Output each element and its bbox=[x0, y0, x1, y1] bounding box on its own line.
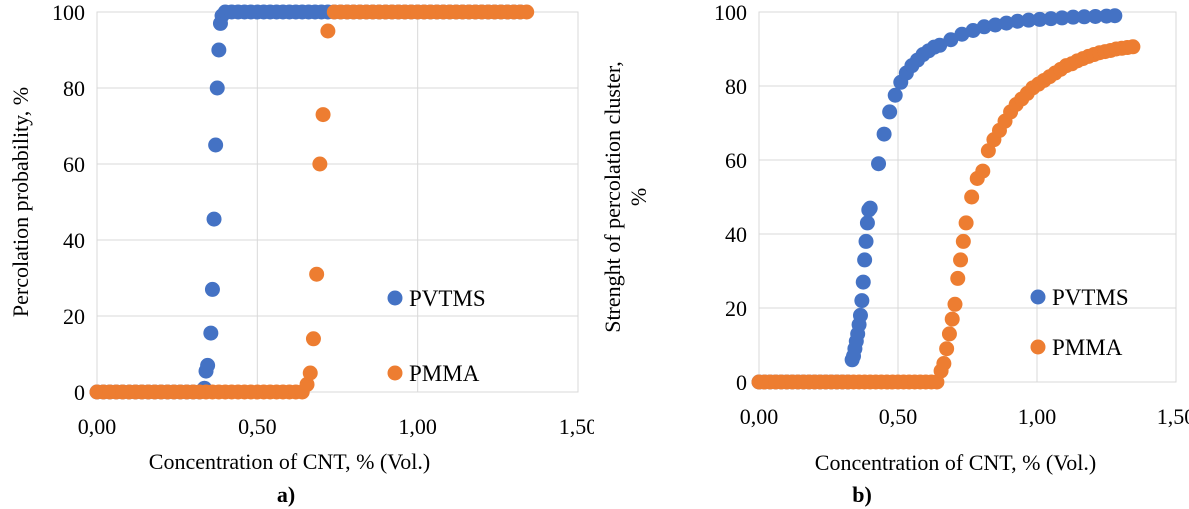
data-point bbox=[958, 215, 974, 231]
data-point bbox=[315, 107, 331, 123]
x-tick-label: 0,50 bbox=[238, 414, 277, 439]
legend: PVTMS PMMA bbox=[1030, 285, 1129, 360]
data-point bbox=[203, 325, 219, 341]
y-tick-label: 0 bbox=[74, 380, 85, 405]
data-point bbox=[519, 4, 535, 20]
data-point bbox=[976, 19, 992, 35]
data-point bbox=[204, 281, 220, 297]
y-axis-label: Percolation probability, % bbox=[8, 87, 33, 317]
legend-marker bbox=[387, 290, 403, 306]
legend-label: PMMA bbox=[1052, 335, 1123, 360]
data-point bbox=[309, 266, 325, 282]
x-tick-label: 1,50 bbox=[559, 414, 594, 439]
legend: PVTMS PMMA bbox=[387, 286, 486, 386]
data-point bbox=[1043, 11, 1059, 27]
x-tick-label: 1,00 bbox=[398, 414, 437, 439]
data-point bbox=[1065, 9, 1081, 25]
data-point bbox=[964, 189, 980, 205]
data-point bbox=[1054, 10, 1070, 26]
data-point bbox=[1087, 8, 1103, 24]
data-point bbox=[299, 376, 315, 392]
data-point bbox=[876, 126, 892, 142]
data-point bbox=[998, 15, 1014, 31]
data-point bbox=[947, 296, 963, 312]
y-tick-label: 40 bbox=[63, 228, 85, 253]
data-point bbox=[944, 311, 960, 327]
chart-panel-b: 0 20 40 60 80 100 0,00 0,50 1,00 1,50 PVTMS PMMA Con… bbox=[594, 0, 1189, 509]
data-point bbox=[941, 326, 957, 342]
data-point bbox=[852, 307, 868, 323]
legend-label: PVTMS bbox=[409, 286, 486, 311]
legend-marker bbox=[387, 365, 403, 381]
legend-label: PVTMS bbox=[1052, 285, 1129, 310]
data-point bbox=[1125, 39, 1141, 55]
data-point bbox=[975, 163, 991, 179]
data-point bbox=[1032, 11, 1048, 27]
y-tick-label: 0 bbox=[736, 370, 747, 395]
data-point bbox=[1076, 9, 1092, 25]
x-tick-label: 0,00 bbox=[78, 414, 117, 439]
data-point bbox=[312, 156, 328, 172]
data-point bbox=[887, 87, 903, 103]
data-point bbox=[980, 143, 996, 159]
data-point bbox=[302, 365, 318, 381]
panel-caption: b) bbox=[852, 482, 872, 507]
y-tick-label: 100 bbox=[714, 0, 747, 25]
data-point bbox=[855, 274, 871, 290]
data-point bbox=[936, 356, 952, 371]
panel-caption: a) bbox=[277, 482, 295, 507]
series-pmma bbox=[751, 39, 1141, 390]
y-tick-label: 80 bbox=[63, 76, 85, 101]
chart-panel-a: 0 20 40 60 80 100 0,00 0,50 1,00 1,50 PVTMS PMMA Con… bbox=[0, 0, 594, 509]
data-point bbox=[208, 137, 224, 153]
data-point bbox=[1107, 8, 1123, 24]
data-point bbox=[1010, 13, 1026, 29]
data-point bbox=[943, 32, 959, 48]
data-point bbox=[871, 156, 887, 172]
legend-marker bbox=[1030, 289, 1046, 305]
data-point bbox=[939, 341, 955, 357]
data-point bbox=[882, 104, 898, 120]
percolation-strength-chart: 0 20 40 60 80 100 0,00 0,50 1,00 1,50 PVTMS PMMA Con… bbox=[600, 0, 1189, 507]
legend-marker bbox=[1030, 339, 1046, 355]
data-point bbox=[1021, 12, 1037, 28]
data-point bbox=[200, 357, 216, 373]
data-point bbox=[320, 23, 336, 39]
y-axis-label: Strenght of percolation cluster, bbox=[600, 61, 625, 333]
data-point bbox=[862, 200, 878, 216]
y-tick-label: 60 bbox=[63, 152, 85, 177]
x-tick-label: 0,50 bbox=[879, 404, 918, 429]
data-point bbox=[206, 211, 222, 227]
data-point bbox=[859, 215, 875, 231]
data-point bbox=[857, 252, 873, 268]
data-point bbox=[211, 42, 227, 58]
data-point bbox=[953, 252, 969, 268]
data-point bbox=[987, 17, 1003, 33]
series-pmma bbox=[89, 4, 535, 400]
data-point bbox=[932, 37, 948, 53]
y-tick-label: 20 bbox=[725, 296, 747, 321]
x-tick-label: 0,00 bbox=[740, 404, 779, 429]
x-axis-label: Concentration of CNT, % (Vol.) bbox=[149, 449, 430, 474]
x-axis-label: Concentration of CNT, % (Vol.) bbox=[815, 450, 1096, 475]
data-point bbox=[305, 331, 321, 347]
legend-label: PMMA bbox=[409, 361, 480, 386]
y-tick-label: 100 bbox=[52, 0, 85, 25]
plot-area bbox=[96, 11, 579, 393]
data-point bbox=[209, 80, 225, 96]
data-point bbox=[854, 293, 870, 309]
data-point bbox=[955, 233, 971, 249]
data-point bbox=[858, 233, 874, 249]
y-tick-label: 80 bbox=[725, 74, 747, 99]
x-tick-label: 1,50 bbox=[1157, 404, 1189, 429]
percolation-probability-chart: 0 20 40 60 80 100 0,00 0,50 1,00 1,50 PVTMS PMMA Con… bbox=[8, 0, 594, 507]
y-axis-label-unit: % bbox=[626, 188, 651, 206]
y-tick-label: 20 bbox=[63, 304, 85, 329]
data-point bbox=[950, 270, 966, 286]
y-tick-label: 40 bbox=[725, 222, 747, 247]
y-tick-label: 60 bbox=[725, 148, 747, 173]
x-tick-label: 1,00 bbox=[1018, 404, 1057, 429]
